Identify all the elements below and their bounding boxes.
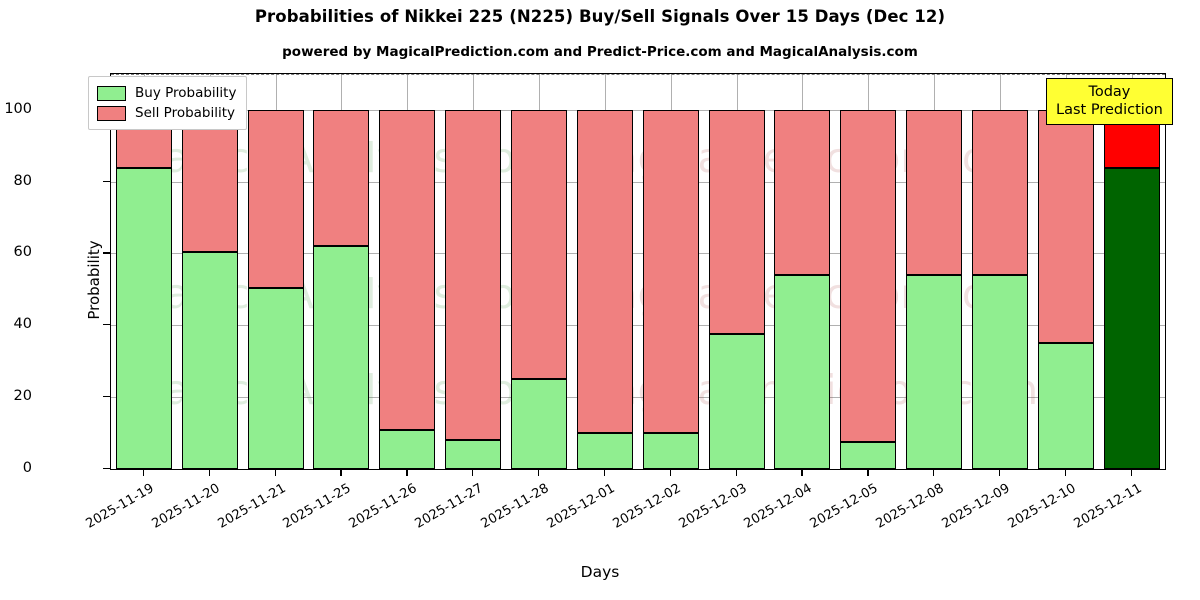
y-tick-mark <box>103 252 110 254</box>
bar-segment-sell[interactable] <box>642 110 699 434</box>
bar-segment-buy[interactable] <box>511 379 567 469</box>
bar-group[interactable] <box>1103 74 1160 469</box>
today-annotation: Today Last Prediction <box>1046 78 1173 126</box>
x-tick-mark <box>208 468 211 476</box>
x-tick-mark <box>340 468 342 476</box>
bar-segment-sell[interactable] <box>576 110 633 434</box>
legend-item-buy: Buy Probability <box>97 83 236 103</box>
bar-segment-sell[interactable] <box>1037 110 1094 344</box>
x-tick-mark <box>538 468 540 476</box>
y-tick-mark <box>103 324 110 326</box>
top-dashed-line <box>111 74 1165 75</box>
legend-item-sell: Sell Probability <box>97 103 236 123</box>
x-tick-mark <box>867 468 869 476</box>
bar-segment-buy[interactable] <box>1103 167 1160 469</box>
gridline-y-80 <box>111 181 1165 183</box>
bar-group[interactable] <box>840 74 897 469</box>
plot-area: MagicalAnalysis.comMagicalPrediction.com… <box>110 73 1166 470</box>
bar-segment-sell[interactable] <box>445 110 502 441</box>
x-tick-mark <box>801 468 803 476</box>
bar-segment-buy[interactable] <box>576 433 633 469</box>
y-axis-label: Probability <box>85 240 103 320</box>
x-tick-mark <box>472 468 474 476</box>
bar-group[interactable] <box>181 74 238 469</box>
bar-segment-sell[interactable] <box>247 110 304 288</box>
bar-segment-sell[interactable] <box>774 110 831 276</box>
bar-group[interactable] <box>1037 74 1094 469</box>
gridline-y-20 <box>111 396 1165 398</box>
x-tick-mark <box>1130 468 1132 476</box>
gridline-y-100 <box>111 109 1165 111</box>
bar-group[interactable] <box>445 74 502 469</box>
bar-segment-buy[interactable] <box>313 245 370 469</box>
annotation-line-2: Last Prediction <box>1056 102 1163 119</box>
bar-segment-sell[interactable] <box>708 110 765 335</box>
y-tick-label: 80 <box>13 172 32 189</box>
y-tick-mark <box>103 395 110 398</box>
bar-group[interactable] <box>576 74 633 469</box>
x-tick-mark <box>933 468 935 476</box>
bar-segment-sell[interactable] <box>313 110 370 246</box>
x-tick-mark <box>669 468 672 476</box>
bar-segment-buy[interactable] <box>1037 343 1094 469</box>
chart-subtitle: powered by MagicalPrediction.com and Pre… <box>282 44 918 60</box>
bar-group[interactable] <box>642 74 699 469</box>
bar-segment-buy[interactable] <box>247 287 304 469</box>
legend-swatch-sell <box>97 105 126 121</box>
bar-group[interactable] <box>379 74 436 469</box>
chart-title: Probabilities of Nikkei 225 (N225) Buy/S… <box>254 7 946 26</box>
legend-label-sell: Sell Probability <box>135 105 236 121</box>
x-tick-mark <box>998 468 1001 476</box>
bar-segment-buy[interactable] <box>708 334 765 469</box>
annotation-line-1: Today <box>1088 84 1131 100</box>
gridline-y-60 <box>111 253 1165 255</box>
bar-segment-sell[interactable] <box>181 110 238 253</box>
bar-segment-buy[interactable] <box>774 275 831 469</box>
x-tick-mark <box>274 468 276 476</box>
legend-swatch-buy <box>97 85 126 101</box>
plot-inner: MagicalAnalysis.comMagicalPrediction.com… <box>111 74 1165 469</box>
y-tick-label: 100 <box>4 100 32 117</box>
x-axis-label: Days <box>580 563 620 581</box>
bar-segment-sell[interactable] <box>906 110 963 276</box>
bar-group[interactable] <box>313 74 370 469</box>
bar-segment-sell[interactable] <box>840 110 897 443</box>
y-tick-mark <box>103 467 110 469</box>
legend-label-buy: Buy Probability <box>135 85 237 101</box>
bar-group[interactable] <box>708 74 765 469</box>
bar-segment-buy[interactable] <box>181 252 238 469</box>
x-tick-mark <box>603 468 606 476</box>
y-tick-label: 60 <box>13 244 32 261</box>
x-tick-mark <box>735 468 737 476</box>
gridline-y-40 <box>111 325 1165 327</box>
bar-group[interactable] <box>774 74 831 469</box>
bar-segment-sell[interactable] <box>511 110 567 380</box>
bar-segment-sell[interactable] <box>971 110 1028 276</box>
bar-segment-buy[interactable] <box>906 275 963 469</box>
y-tick-label: 40 <box>13 316 32 333</box>
bar-group[interactable] <box>906 74 963 469</box>
x-tick-mark <box>1064 468 1067 476</box>
bar-group[interactable] <box>511 74 567 469</box>
bar-segment-buy[interactable] <box>840 442 897 469</box>
bar-segment-buy[interactable] <box>445 440 502 469</box>
bar-segment-buy[interactable] <box>115 167 172 469</box>
y-tick-mark <box>103 180 110 182</box>
bar-segment-sell[interactable] <box>379 110 436 430</box>
x-tick-mark <box>406 468 408 476</box>
bar-segment-buy[interactable] <box>379 429 436 469</box>
y-tick-label: 0 <box>22 459 32 476</box>
bar-group[interactable] <box>247 74 304 469</box>
bar-segment-buy[interactable] <box>642 433 699 469</box>
bar-group[interactable] <box>971 74 1028 469</box>
y-tick-label: 20 <box>13 387 32 404</box>
bar-group[interactable] <box>115 74 172 469</box>
x-tick-mark <box>142 468 145 476</box>
chart-legend: Buy Probability Sell Probability <box>88 76 248 130</box>
bar-segment-buy[interactable] <box>971 275 1028 469</box>
